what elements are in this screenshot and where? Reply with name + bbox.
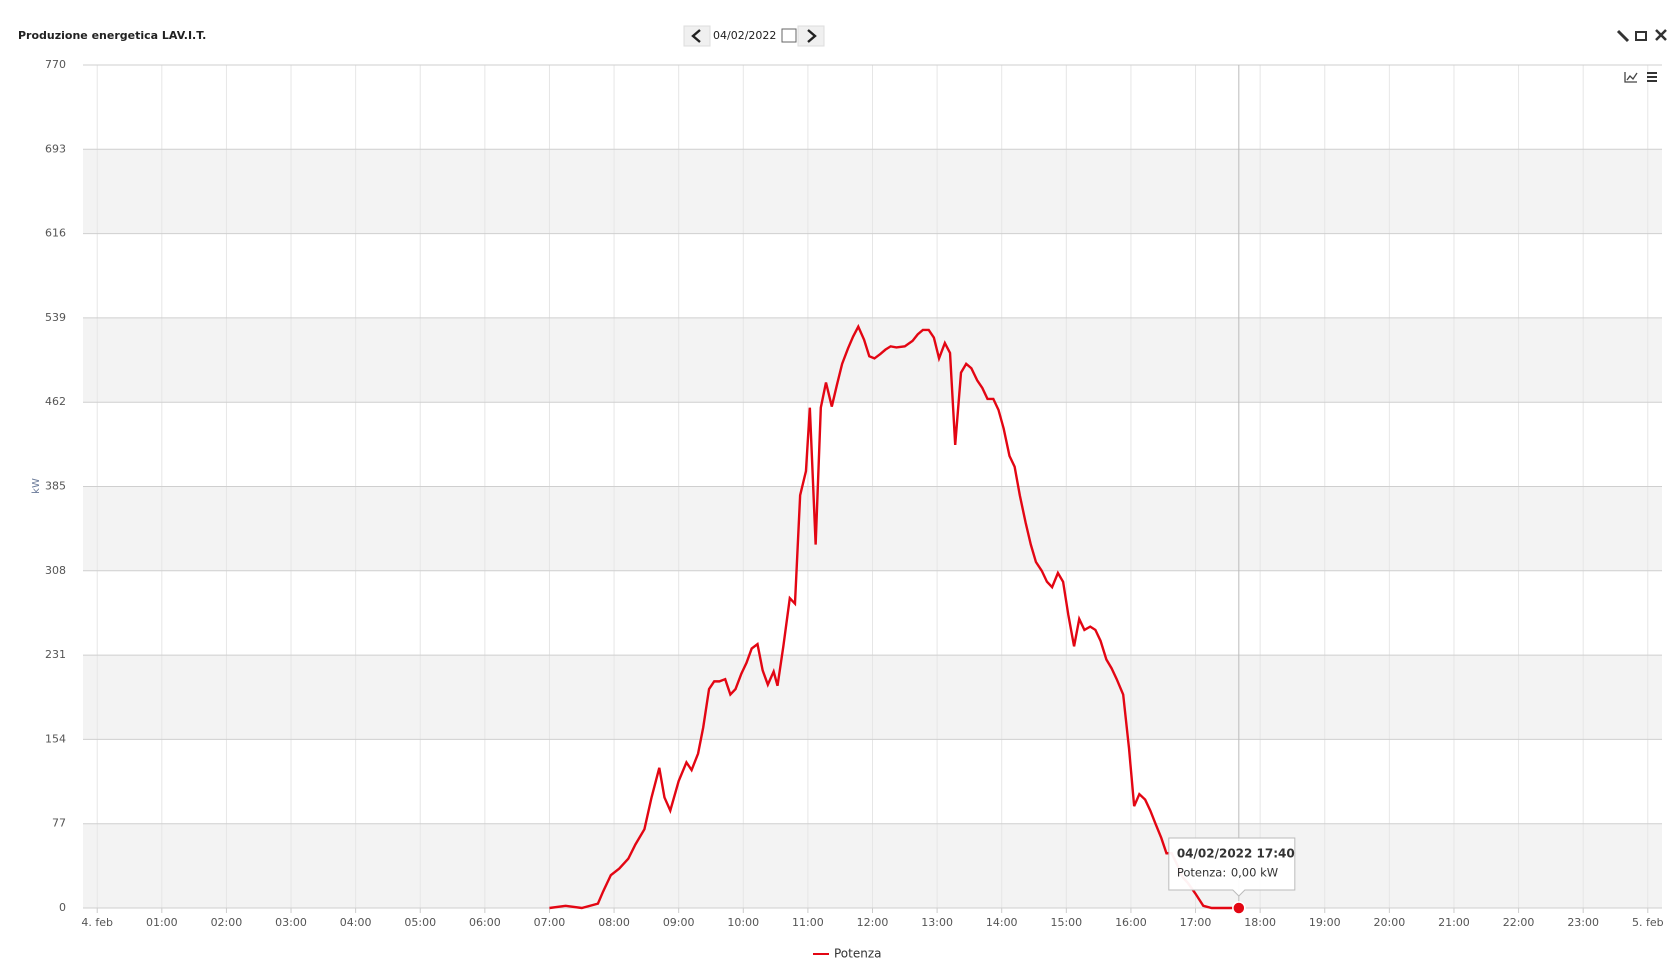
x-tick-label: 17:00	[1180, 916, 1212, 929]
tooltip-box	[1168, 837, 1296, 897]
x-tick-label: 18:00	[1244, 916, 1276, 929]
tooltip-label: Potenza:	[1177, 866, 1226, 880]
y-tick-label: 462	[45, 395, 66, 408]
x-tick-label: 16:00	[1115, 916, 1147, 929]
tooltip-value: 0,00 kW	[1231, 866, 1278, 880]
x-tick-label: 04:00	[340, 916, 372, 929]
x-tick-label: 13:00	[921, 916, 953, 929]
x-tick-label: 21:00	[1438, 916, 1470, 929]
x-tick-label: 02:00	[211, 916, 243, 929]
x-tick-label: 01:00	[146, 916, 178, 929]
prev-icon	[691, 29, 701, 43]
y-tick-label: 616	[45, 227, 66, 240]
x-tick-label: 10:00	[727, 916, 759, 929]
widget-title: Produzione energetica LAV.I.T.	[18, 29, 206, 42]
x-tick-label: 22:00	[1503, 916, 1535, 929]
y-tick-label: 154	[45, 732, 66, 745]
window-icon[interactable]	[1635, 31, 1647, 41]
x-tick-label: 08:00	[598, 916, 630, 929]
prev-day-button[interactable]	[683, 25, 711, 47]
x-tick-label: 4. feb	[81, 916, 113, 929]
x-tick-label: 15:00	[1050, 916, 1082, 929]
date-label: 04/02/2022	[713, 29, 776, 42]
x-tick-label: 14:00	[986, 916, 1018, 929]
x-tick-label: 23:00	[1567, 916, 1599, 929]
x-tick-label: 20:00	[1374, 916, 1406, 929]
hover-point	[1232, 901, 1246, 915]
x-tick-label: 05:00	[404, 916, 436, 929]
y-tick-label: 308	[45, 564, 66, 577]
chart-type-icon[interactable]	[1624, 72, 1638, 83]
x-tick-label: 07:00	[534, 916, 566, 929]
y-tick-label: 539	[45, 311, 66, 324]
series-line	[549, 323, 1239, 910]
y-axis-label: kW	[31, 478, 42, 494]
x-tick-label: 03:00	[275, 916, 307, 929]
y-tick-label: 77	[52, 817, 66, 830]
x-tick-label: 12:00	[857, 916, 889, 929]
x-tick-label: 5. feb	[1632, 916, 1664, 929]
settings-icon[interactable]	[1616, 29, 1630, 43]
y-tick-label: 770	[45, 58, 66, 71]
y-tick-label: 231	[45, 648, 66, 661]
close-icon[interactable]	[1655, 29, 1667, 41]
next-day-button[interactable]	[797, 25, 825, 47]
x-tick-label: 19:00	[1309, 916, 1341, 929]
menu-icon[interactable]	[1647, 72, 1657, 82]
y-tick-label: 693	[45, 142, 66, 155]
y-tick-label: 385	[45, 480, 66, 493]
y-tick-label: 0	[59, 901, 66, 914]
x-tick-label: 09:00	[663, 916, 695, 929]
tooltip-title: 04/02/2022 17:40	[1177, 847, 1295, 861]
x-tick-label: 11:00	[792, 916, 824, 929]
x-tick-label: 06:00	[469, 916, 501, 929]
legend-label: Potenza	[834, 947, 882, 961]
next-icon	[807, 29, 817, 43]
calendar-button[interactable]	[781, 28, 797, 43]
plot-area: 4. feb 01:00 02:00 03:00 04:00 05:00 06:00 07:0…	[45, 58, 1664, 961]
